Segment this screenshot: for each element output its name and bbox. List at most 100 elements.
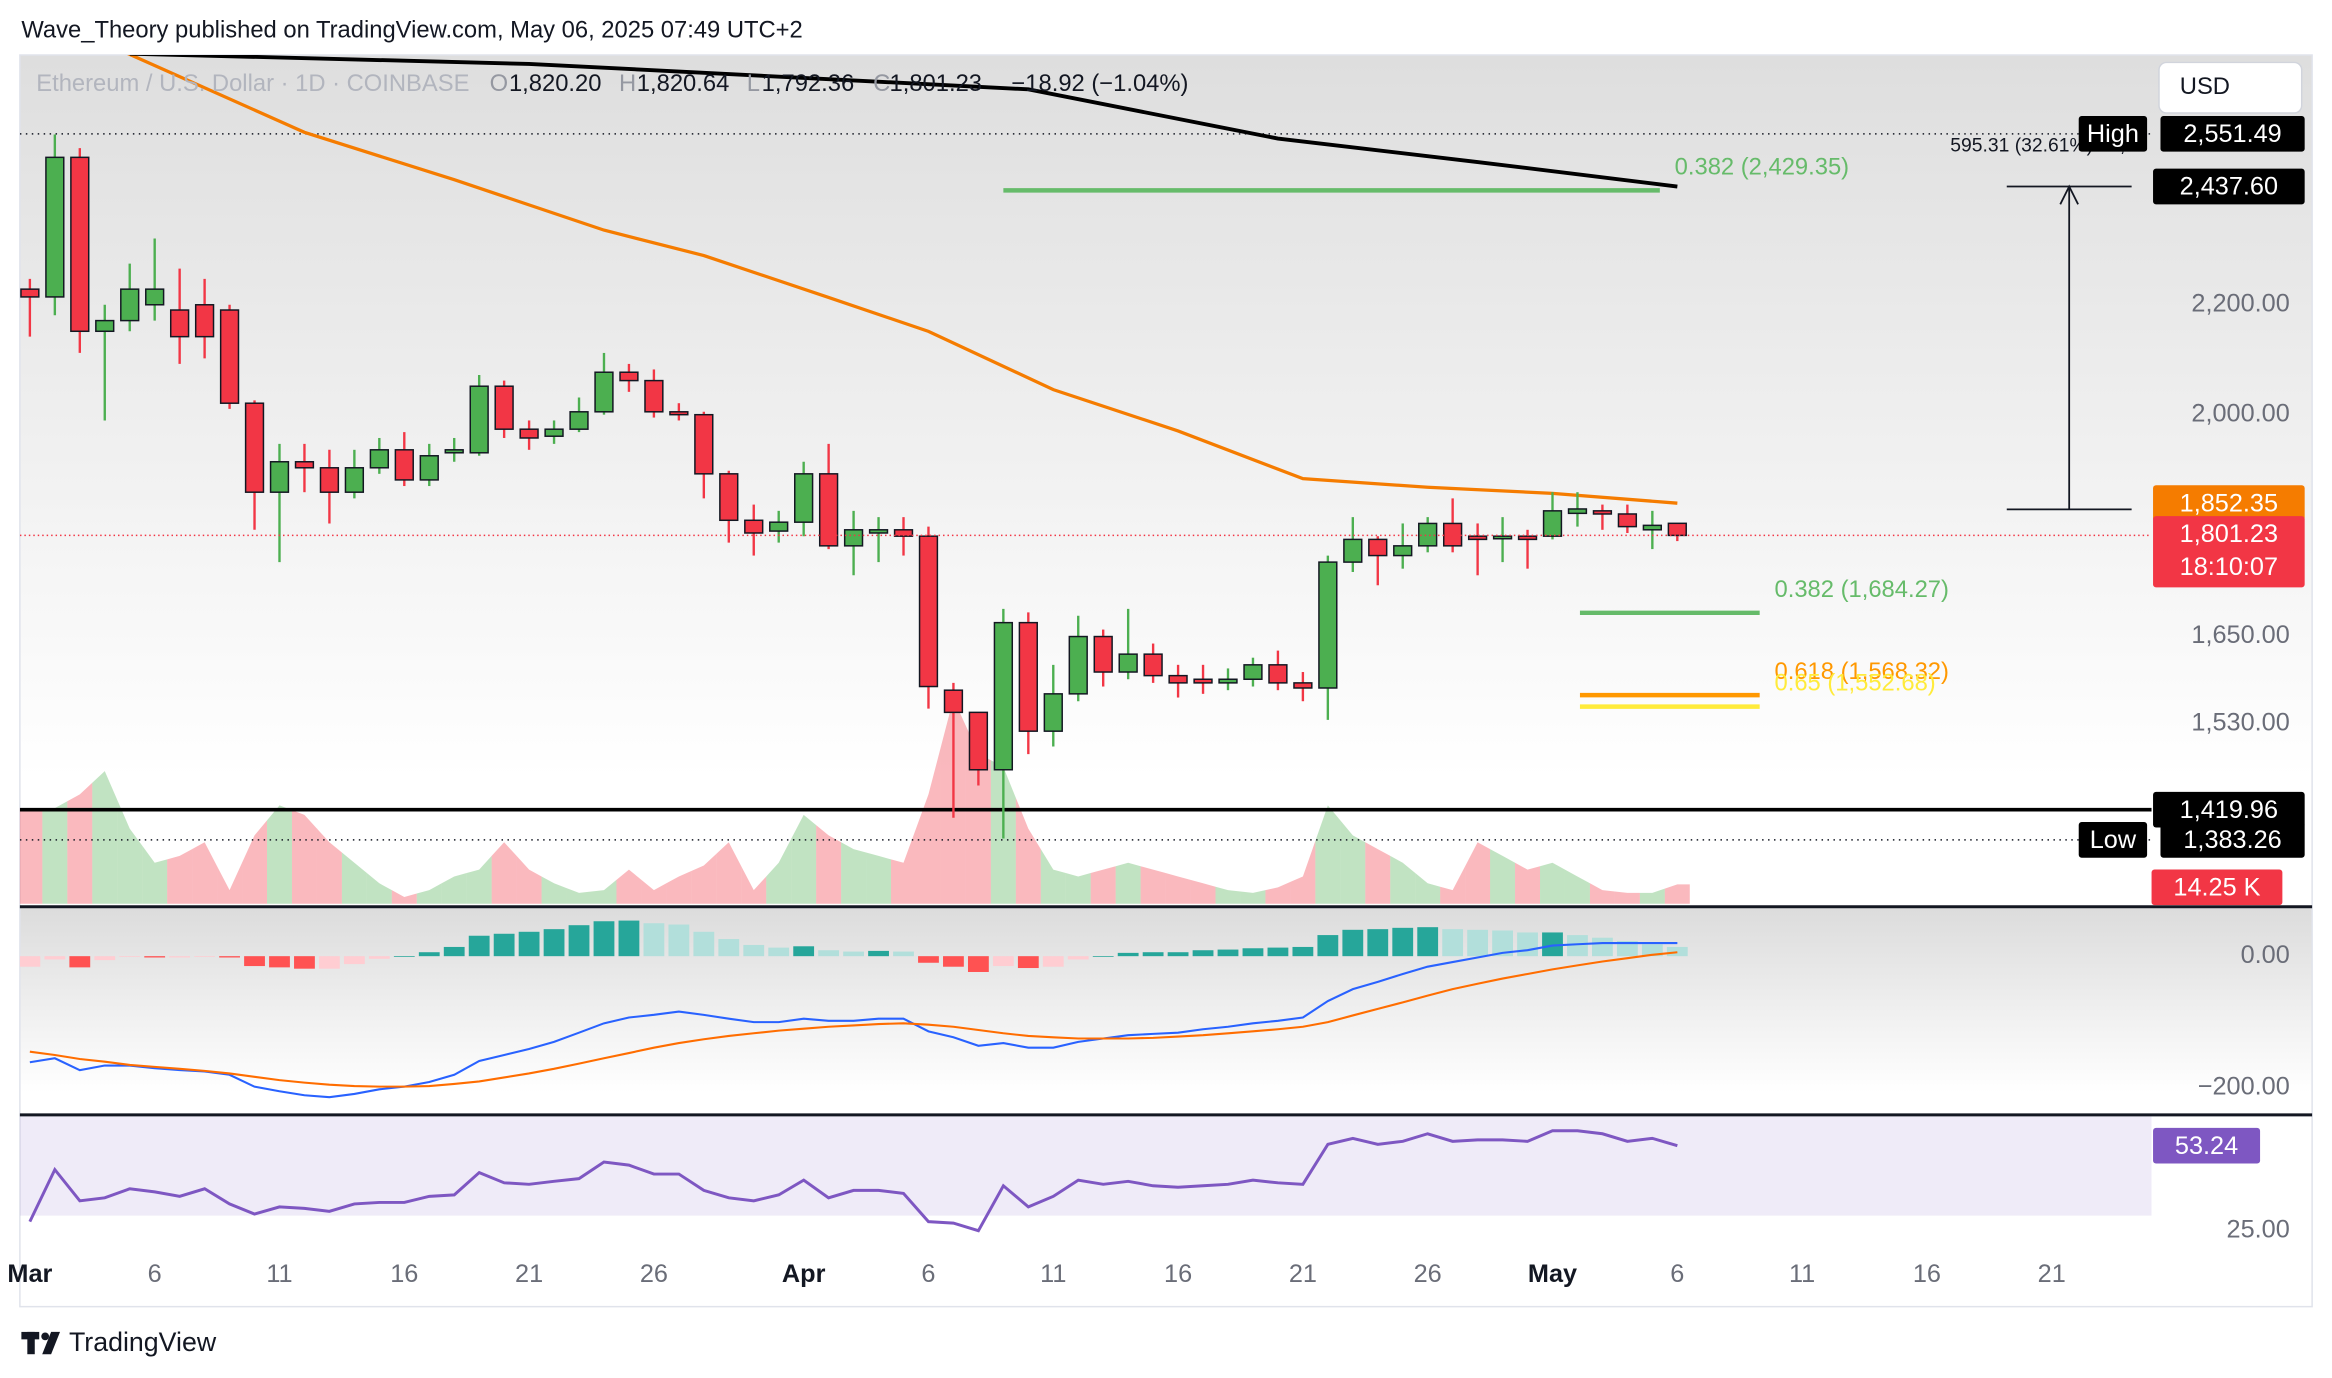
volume-area [491, 842, 517, 904]
volume-area [1390, 855, 1416, 904]
macd-histogram-bar [1142, 952, 1164, 957]
legend-change: −18.92 (−1.04%) [1011, 70, 1188, 97]
legend-key: C [873, 70, 890, 97]
candle-body [1517, 535, 1538, 541]
volume-area [591, 879, 617, 904]
candle-body [194, 304, 215, 338]
macd-histogram-bar [868, 950, 889, 957]
macd-histogram-bar [893, 951, 914, 957]
macd-histogram-bar [319, 956, 340, 969]
x-tick-label: 26 [640, 1260, 668, 1288]
macd-histogram-bar [718, 939, 740, 957]
macd-histogram-bar [743, 944, 765, 957]
volume-area [1564, 869, 1590, 904]
fib-label: 0.382 (2,429.35) [1675, 153, 1849, 180]
volume-area [1589, 883, 1615, 904]
candle-body [494, 385, 514, 430]
macd-histogram-bar [1217, 949, 1239, 957]
macd-histogram-bar [44, 956, 66, 960]
price-tag [2160, 115, 2305, 152]
volume-area [1165, 873, 1191, 904]
volume-area [167, 849, 193, 904]
candle-body [719, 473, 739, 522]
macd-histogram-bar [1442, 929, 1464, 957]
macd-histogram-bar [144, 956, 166, 958]
macd-histogram-bar [1666, 946, 1688, 957]
macd-histogram-bar [1517, 932, 1538, 957]
x-tick-label: 6 [148, 1260, 162, 1288]
price-tag-label: 2,551.49 [2183, 120, 2281, 148]
y-tick-label: 1,650.00 [2191, 621, 2289, 649]
volume-area [416, 883, 442, 904]
candle-body [943, 689, 964, 714]
countdown-label: 18:10:07 [2180, 553, 2278, 581]
volume-area [1065, 873, 1091, 904]
candle-body [993, 621, 1014, 771]
volume-area [1040, 849, 1066, 904]
macd-histogram-bar [1641, 944, 1663, 957]
extreme-tag [2078, 115, 2148, 152]
macd-histogram-bar [643, 923, 665, 957]
volume-area [1190, 879, 1216, 904]
candle-body [1018, 621, 1038, 732]
extreme-tag-label: Low [2090, 826, 2137, 854]
x-tick-label: 21 [515, 1260, 543, 1288]
volume-area [691, 853, 717, 904]
price-tag-label: 2,437.60 [2180, 173, 2278, 201]
macd-histogram-bar [1317, 935, 1339, 957]
macd-plot [19, 920, 1688, 1099]
candle-body [1318, 561, 1338, 689]
volume-area [915, 746, 941, 904]
rsi-plot [19, 1116, 2152, 1233]
logo [21, 1331, 61, 1355]
price-tag-label: 1,419.96 [2180, 796, 2278, 824]
volume-area [1290, 840, 1316, 904]
candle-body [244, 402, 265, 493]
volume-area [441, 873, 467, 904]
macd-histogram-bar [1042, 956, 1064, 967]
candle-body [893, 529, 914, 537]
volume-area [1315, 805, 1341, 904]
y-tick-label: −200.00 [2198, 1073, 2290, 1101]
macd-histogram-bar [1117, 952, 1139, 957]
candle-body [145, 288, 165, 306]
x-tick-label: 16 [1913, 1260, 1941, 1288]
macd-histogram-bar [443, 946, 465, 957]
volume-area [19, 808, 43, 904]
candle-body [70, 156, 90, 333]
macd-histogram-bar [1567, 935, 1588, 957]
candle-body [918, 535, 939, 688]
x-tick-label: 21 [2038, 1260, 2066, 1288]
volume-area [541, 876, 567, 904]
x-tick-label: May [1528, 1260, 1577, 1288]
extreme-tag [2078, 822, 2148, 858]
volume-area [1265, 881, 1291, 904]
macd-histogram-bar [468, 935, 490, 957]
candle-body [868, 529, 889, 534]
price-tag [2151, 869, 2283, 906]
candle-body [1642, 524, 1663, 531]
macd-histogram-bar [1292, 946, 1314, 957]
legend-value: 1,820.64 [637, 70, 730, 97]
last-price-label: 1,801.23 [2180, 520, 2278, 548]
logo-part [41, 1332, 50, 1341]
candle-body [794, 473, 814, 523]
candle-body [1442, 522, 1463, 547]
price-tag-label: 1,383.26 [2183, 826, 2281, 854]
volume-area [1240, 890, 1266, 904]
candle-body [1143, 653, 1163, 677]
macd-histogram-bar [843, 951, 864, 957]
candle-body [269, 461, 290, 493]
macd-histogram-bar [943, 956, 964, 967]
candle-body [1343, 538, 1363, 563]
currency-button[interactable] [2158, 61, 2303, 114]
candle-body [1617, 513, 1638, 528]
volume-area [1215, 886, 1241, 904]
y-tick-label: 2,200.00 [2191, 289, 2289, 317]
macd-histogram-bar [1192, 950, 1214, 957]
x-tick-label: 6 [1670, 1260, 1684, 1288]
rsi-band [19, 1116, 2152, 1216]
candle-body [843, 529, 864, 547]
